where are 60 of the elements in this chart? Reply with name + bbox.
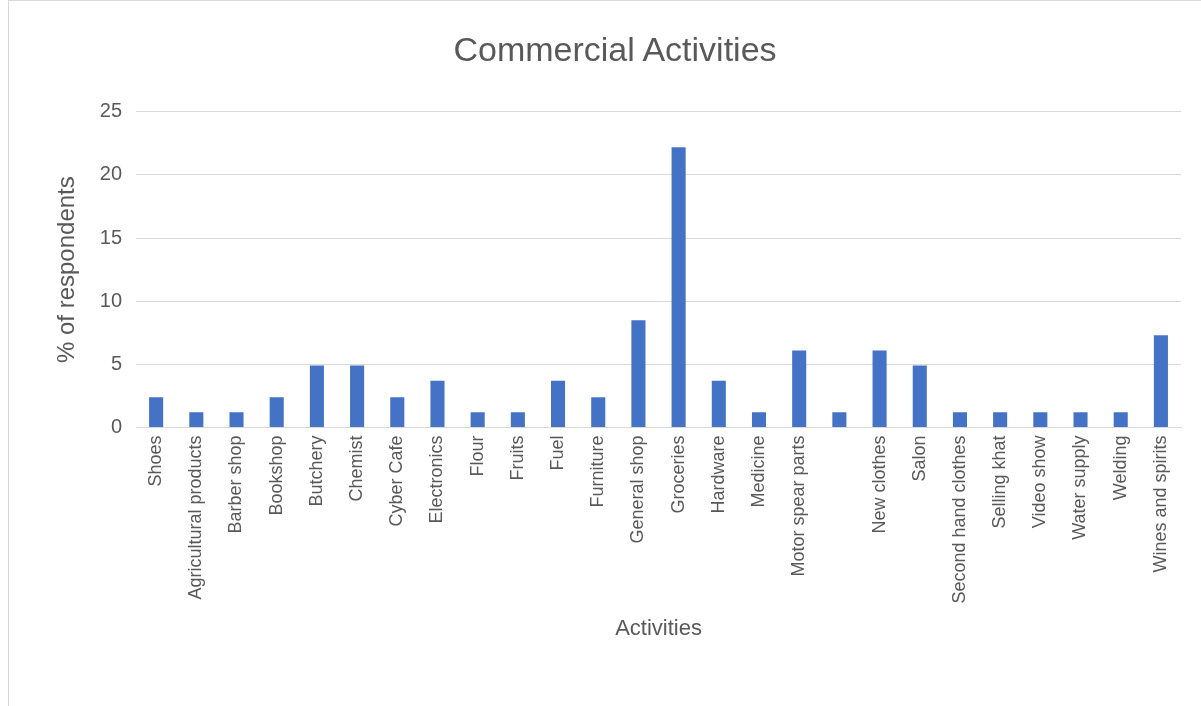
x-tick-label: Barber shop [225,435,246,534]
x-tick-label: Fuel [547,435,568,471]
x-tick-label: Cyber Cafe [386,435,407,527]
y-tick-label: 5 [110,351,123,374]
x-tick-label: New clothes [868,435,889,534]
x-tick-label: Agricultural products [185,435,206,600]
x-tick-label: Bookshop [265,435,286,516]
bar [390,397,405,427]
bar [872,350,887,427]
bar [952,412,967,427]
bar [470,412,485,427]
x-tick-label: Motor spear parts [788,435,809,577]
bar [792,350,807,427]
bar [510,412,525,427]
bar [671,147,686,427]
x-tick-label: Salon [908,435,929,482]
bar [832,412,847,427]
bar [350,365,365,427]
y-tick-label: 25 [99,99,123,122]
bar [751,412,767,427]
y-tick-label: 0 [110,414,123,437]
x-tick-label: Selling khat [989,435,1010,529]
x-tick-label: Wines and spirits [1149,435,1170,573]
bar [551,380,566,427]
bar [631,320,646,427]
x-tick-label: Furniture [587,435,608,508]
x-tick-label: Butchery [305,435,326,507]
bar [1073,412,1088,427]
x-tick-label: Chemist [346,435,367,502]
chart-title: Commercial Activities [453,29,777,68]
bar [912,365,927,427]
x-tick-label: General shop [627,435,648,544]
bar [1113,412,1128,427]
bar [591,397,606,427]
x-tick-label: Video show [1029,434,1050,529]
x-tick-label: Flour [466,435,487,477]
y-tick-label: 20 [99,162,123,185]
bar [711,380,726,427]
bar [1033,412,1048,427]
x-tick-label: Water supply [1069,435,1090,540]
bar [189,412,204,427]
x-tick-label: Electronics [426,435,447,524]
x-tick-label: Welding [1109,435,1130,501]
x-tick-label: Shoes [145,435,166,487]
bar [430,380,445,427]
y-tick-label: 10 [99,288,123,311]
bar [149,397,164,427]
bar [229,412,244,427]
x-axis-title: Activities [615,614,702,640]
x-tick-label: Second hand clothes [948,435,969,604]
bar [993,412,1008,427]
bar [309,365,324,427]
y-tick-label: 15 [99,225,123,248]
y-axis-title: % of respondents [52,176,80,364]
x-tick-label: Medicine [747,435,768,508]
bar [269,397,284,427]
x-tick-label: Groceries [667,435,688,514]
x-tick-label: Hardware [707,435,728,514]
bar [1153,335,1168,427]
x-tick-label: Fruits [506,435,527,481]
